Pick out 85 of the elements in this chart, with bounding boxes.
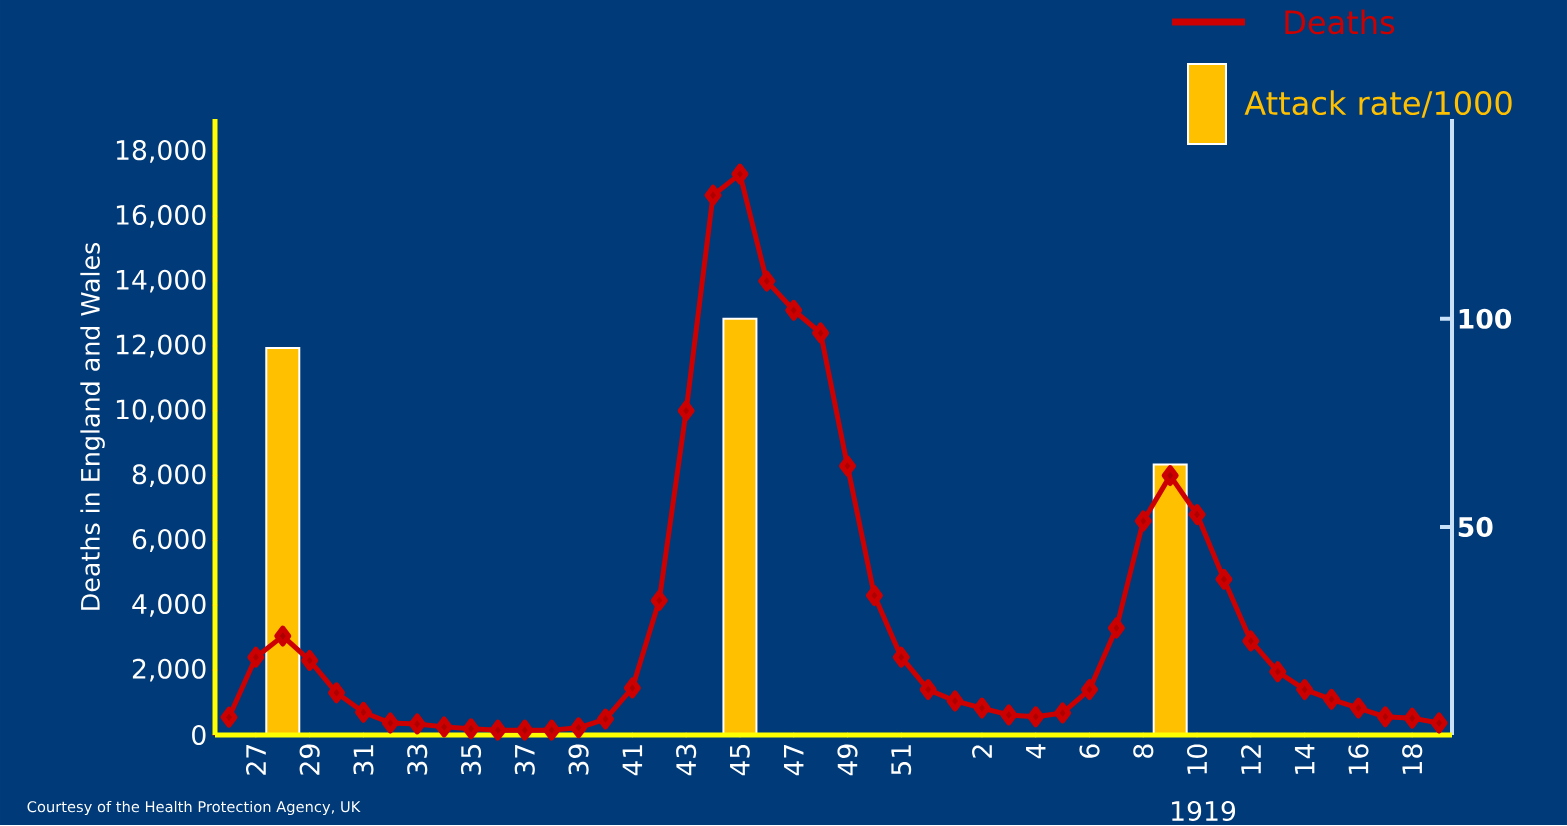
point xyxy=(704,184,722,206)
point xyxy=(812,322,830,344)
y-axis-title: Deaths in England and Wales xyxy=(80,243,105,610)
point xyxy=(1269,661,1287,683)
point xyxy=(1376,706,1394,728)
x-tick-label: 33 xyxy=(407,745,428,775)
x-tick-label: 12 xyxy=(1240,745,1261,774)
point xyxy=(328,682,346,704)
x-tick-label: 27 xyxy=(245,745,266,775)
point xyxy=(1403,707,1421,729)
point xyxy=(381,712,399,734)
point xyxy=(570,717,588,739)
y2-tick-label: 100 xyxy=(1459,308,1512,330)
point xyxy=(785,300,803,322)
point xyxy=(1000,704,1018,726)
point xyxy=(462,718,480,740)
x-tick-label: 18 xyxy=(1402,744,1423,774)
y2-tick-label: 50 xyxy=(1458,517,1493,538)
point xyxy=(1188,504,1206,526)
point xyxy=(1134,510,1152,532)
y-tick-label: 16,000 xyxy=(116,205,206,228)
x-tick-label: 16 xyxy=(1348,744,1369,774)
x-tick-label: 47 xyxy=(784,745,804,776)
text: 1919 xyxy=(1172,801,1236,822)
y-tick-label: 12,000 xyxy=(116,334,206,358)
x-tick-label: 45 xyxy=(730,745,750,776)
point xyxy=(1349,697,1367,719)
x-tick-label: 51 xyxy=(891,745,912,775)
point xyxy=(892,646,910,668)
x-tick-label: 29 xyxy=(299,744,320,775)
point xyxy=(623,677,641,699)
y-tick-label: 18,000 xyxy=(116,140,206,164)
point xyxy=(1242,630,1260,652)
x-tick-label: 2 xyxy=(972,745,992,758)
point xyxy=(1054,702,1072,724)
point xyxy=(1107,617,1125,639)
point xyxy=(543,719,561,741)
y-tick-label: 10,000 xyxy=(116,399,206,423)
point xyxy=(354,702,372,724)
text: Attack rate/1000 xyxy=(1244,90,1512,118)
y-tick-label: 4,000 xyxy=(132,594,206,617)
point xyxy=(865,585,883,607)
x-tick-label: 31 xyxy=(353,745,374,775)
point xyxy=(220,706,238,728)
text: Courtesy of the Health Protection Agency, UK xyxy=(27,801,361,816)
point xyxy=(489,719,507,741)
point xyxy=(1161,465,1179,487)
point xyxy=(1027,706,1045,728)
legend-label: Deaths xyxy=(1285,9,1395,35)
y-tick-label: 0 xyxy=(192,725,206,746)
point xyxy=(1323,689,1341,711)
point xyxy=(301,650,319,672)
point xyxy=(247,646,265,668)
x-tick-label: 43 xyxy=(676,745,697,776)
y-tick-label: 14,000 xyxy=(116,269,206,293)
point xyxy=(650,590,668,612)
point xyxy=(1430,712,1448,734)
x-tick-label: 37 xyxy=(514,745,535,775)
point xyxy=(1215,569,1233,591)
x-tick-label: 41 xyxy=(622,745,643,776)
point xyxy=(516,719,534,741)
point xyxy=(758,270,776,292)
y-tick-label: 8,000 xyxy=(132,464,206,488)
x-tick-label: 6 xyxy=(1079,744,1100,759)
point xyxy=(946,690,964,712)
point xyxy=(596,708,614,730)
x-tick-label: 8 xyxy=(1133,744,1154,759)
point xyxy=(838,455,856,477)
y-tick-label: 6,000 xyxy=(132,529,206,553)
point xyxy=(1296,679,1314,701)
point xyxy=(274,625,292,647)
x-tick-label: 39 xyxy=(568,744,589,775)
point xyxy=(677,400,695,422)
x-tick-label: 4 xyxy=(1026,744,1046,759)
point xyxy=(731,163,749,185)
y-tick-label: 2,000 xyxy=(132,658,206,682)
x-tick-label: 14 xyxy=(1294,744,1315,774)
point xyxy=(1081,679,1099,701)
point xyxy=(973,697,991,719)
point xyxy=(919,679,937,701)
x-tick-label: 10 xyxy=(1187,744,1208,774)
x-tick-label: 49 xyxy=(837,744,858,776)
x-tick-label: 35 xyxy=(460,745,482,775)
point xyxy=(435,716,453,738)
point xyxy=(408,713,426,735)
